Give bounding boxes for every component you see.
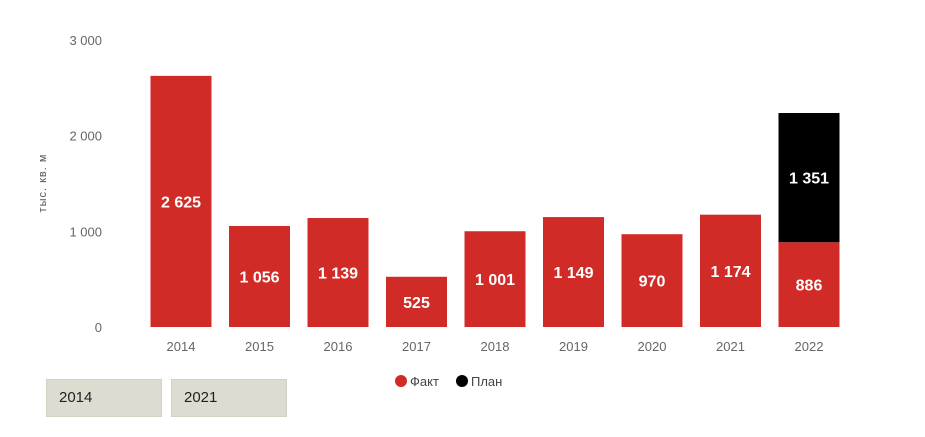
bar-value-label: 525 [403,295,430,312]
bar-value-label: 1 056 [239,269,279,286]
x-tick-label: 2021 [716,339,745,354]
bar-value-label: 970 [639,274,666,291]
y-axis-label: тыс. кв. м [37,154,49,213]
legend-marker-fact [395,375,407,387]
bar-fact-2021 [700,214,761,327]
x-tick-label: 2020 [638,339,667,354]
x-tick-label: 2019 [559,339,588,354]
year-slicer-start[interactable]: 2014 [46,379,162,417]
bar-value-label: 1 001 [475,272,515,289]
x-tick-label: 2018 [481,339,510,354]
bar-fact-2022 [778,242,840,327]
x-tick-label: 2022 [795,339,824,354]
y-tick-label: 0 [95,320,102,335]
bar-value-label: 2 625 [161,194,201,211]
legend-marker-plan [456,375,468,387]
x-tick-label: 2016 [324,339,353,354]
legend-label-fact: Факт [410,374,439,389]
x-tick-label: 2015 [245,339,274,354]
bar-fact-2020 [621,234,683,327]
bar-value-label: 1 139 [318,266,358,283]
bar-fact-2016 [307,218,369,327]
x-tick-label: 2014 [167,339,196,354]
legend: Факт План [395,374,502,389]
x-tick-label: 2017 [402,339,431,354]
year-slicer-end[interactable]: 2021 [171,379,287,417]
bar-fact-2019 [543,217,604,327]
bar-value-label: 1 174 [710,264,750,281]
bar-fact-2015 [229,225,290,327]
y-tick-label: 2 000 [69,129,102,144]
bar-plan-2022 [778,112,840,243]
y-tick-label: 3 000 [69,33,102,48]
bar-fact-2014 [150,75,212,327]
bar-value-label: 1 149 [553,265,593,282]
bar-fact-2018 [464,231,526,327]
bar-fact-2017 [386,276,447,327]
bar-value-label: 1 351 [789,171,829,188]
legend-label-plan: План [471,374,502,389]
y-tick-label: 1 000 [69,224,102,239]
bar-value-label: 886 [796,278,823,295]
